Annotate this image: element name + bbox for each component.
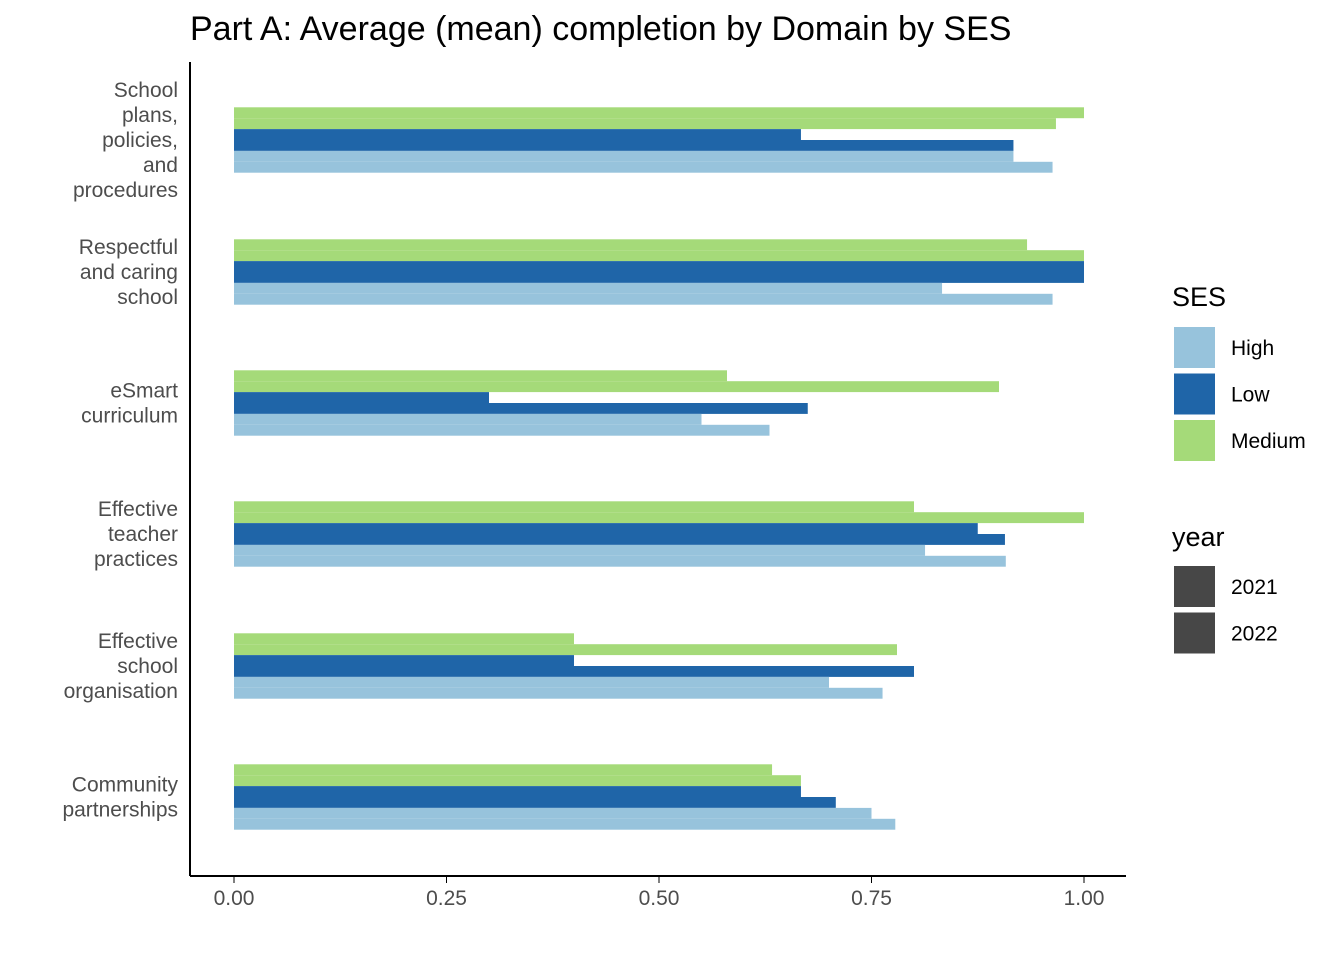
- x-tick-label: 0.00: [214, 887, 255, 910]
- bar-high-2022-cat5: [234, 818, 896, 830]
- bar-high-2021-cat1: [234, 282, 943, 294]
- legend-key-low: [1174, 373, 1215, 415]
- bar-high-2021-cat4: [234, 676, 829, 688]
- bar-low-2022-cat0: [234, 140, 1014, 151]
- bar-medium-2022-cat5: [234, 775, 801, 787]
- legend-title-year: year: [1172, 522, 1225, 552]
- legend-label-ses: Low: [1231, 384, 1270, 407]
- category-label: Community partnerships: [62, 774, 178, 822]
- bar-low-2021-cat1: [234, 261, 1084, 272]
- bar-low-2022-cat2: [234, 403, 808, 414]
- bar-low-2022-cat1: [234, 272, 1084, 283]
- legend: SES High Low Medium year 2021 2022: [1172, 282, 1306, 654]
- legend-label-ses: High: [1231, 337, 1274, 360]
- x-ticks-group: 0.00 0.25 0.50 0.75 1.00: [214, 876, 1105, 910]
- chart-title: Part A: Average (mean) completion by Dom…: [190, 10, 1011, 48]
- axes-group: [189, 62, 1126, 877]
- bar-low-2021-cat5: [234, 786, 801, 797]
- bar-medium-2022-cat0: [234, 118, 1056, 130]
- x-tick-label: 0.25: [426, 887, 467, 910]
- bar-medium-2022-cat1: [234, 250, 1084, 262]
- bar-low-2022-cat5: [234, 797, 836, 808]
- bar-low-2021-cat0: [234, 129, 801, 140]
- bar-high-2022-cat2: [234, 424, 770, 436]
- category-labels-group: School plans, policies, and procedures Respec…: [62, 79, 178, 822]
- legend-key-year-2021: [1174, 566, 1215, 607]
- bar-medium-2021-cat2: [234, 370, 727, 382]
- bar-low-2021-cat3: [234, 523, 978, 534]
- bar-low-2022-cat4: [234, 666, 914, 677]
- bar-low-2021-cat2: [234, 392, 489, 403]
- category-label: Respectful and caring school: [79, 236, 178, 309]
- bar-high-2021-cat2: [234, 413, 702, 425]
- x-tick-label: 1.00: [1064, 887, 1105, 910]
- bars-group: [234, 107, 1084, 830]
- bar-medium-2022-cat3: [234, 512, 1084, 524]
- bar-high-2021-cat5: [234, 807, 872, 819]
- x-tick-label: 0.75: [851, 887, 892, 910]
- bar-medium-2022-cat2: [234, 381, 999, 393]
- bar-high-2021-cat3: [234, 544, 926, 556]
- category-label: School plans, policies, and procedures: [73, 79, 178, 202]
- x-tick-label: 0.50: [639, 887, 680, 910]
- legend-key-year-2022: [1174, 612, 1215, 654]
- bar-medium-2021-cat3: [234, 501, 914, 513]
- bar-medium-2021-cat0: [234, 107, 1084, 119]
- bar-high-2022-cat4: [234, 687, 883, 699]
- category-label: Effective school organisation: [64, 630, 178, 703]
- legend-key-high: [1174, 327, 1215, 368]
- category-label: Effective teacher practices: [94, 498, 178, 571]
- bar-high-2021-cat0: [234, 150, 1014, 162]
- bar-low-2022-cat3: [234, 534, 1005, 545]
- category-label: eSmart curriculum: [81, 380, 178, 428]
- bar-high-2022-cat1: [234, 293, 1053, 305]
- bar-medium-2021-cat5: [234, 764, 773, 776]
- legend-label-ses: Medium: [1231, 430, 1306, 453]
- legend-title-ses: SES: [1172, 282, 1226, 312]
- legend-key-medium: [1174, 420, 1215, 461]
- bar-low-2021-cat4: [234, 655, 574, 666]
- bar-high-2022-cat0: [234, 161, 1053, 173]
- bar-medium-2021-cat4: [234, 633, 574, 645]
- bar-medium-2022-cat4: [234, 644, 897, 656]
- legend-label-year: 2022: [1231, 623, 1278, 646]
- legend-label-year: 2021: [1231, 576, 1278, 599]
- bar-medium-2021-cat1: [234, 239, 1028, 251]
- bar-high-2022-cat3: [234, 555, 1006, 567]
